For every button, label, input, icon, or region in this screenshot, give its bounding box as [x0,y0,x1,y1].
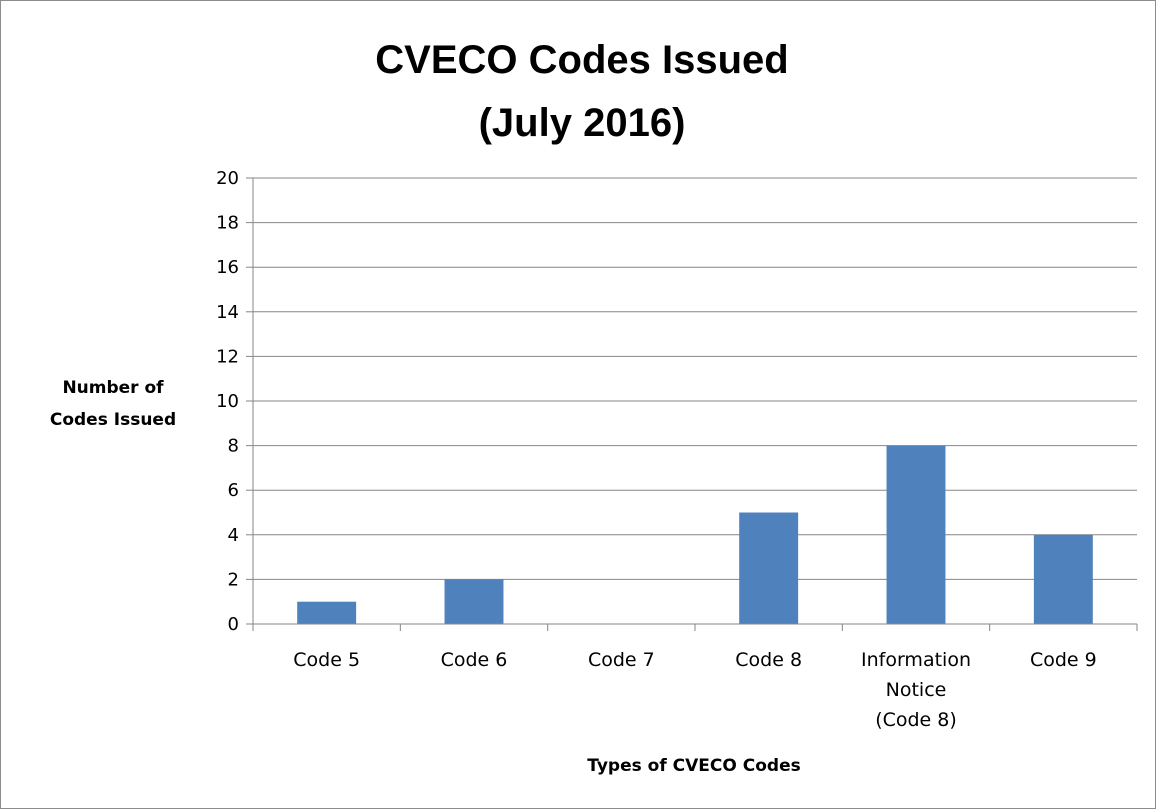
x-category-label: Code 8 [735,649,802,671]
x-category-label: Information [861,649,971,671]
bar [297,601,357,624]
y-tick-label: 4 [228,525,239,546]
bar [444,579,504,624]
y-tick-label: 20 [216,168,239,189]
x-category-label: (Code 8) [875,709,957,731]
y-tick-label: 2 [228,569,239,590]
x-axis-title: Types of CVECO Codes [587,756,800,776]
y-tick-label: 0 [228,614,239,635]
y-tick-label: 12 [216,346,239,367]
y-axis-title-line-2: Codes Issued [50,410,176,430]
x-category-label: Code 9 [1030,649,1097,671]
bars [297,445,1093,624]
y-tick-label: 14 [216,302,239,323]
x-category-label: Code 7 [588,649,655,671]
bar [739,512,799,624]
x-category-label: Notice [886,679,947,701]
y-axis-title-line-1: Number of [62,378,164,398]
chart-title-line-2: (July 2016) [479,101,686,145]
y-tick-label: 18 [216,213,239,234]
y-tick-label: 8 [228,436,239,457]
y-tick-label: 10 [216,391,239,412]
bar [886,445,946,624]
x-category-label: Code 6 [441,649,508,671]
bar [1033,534,1093,624]
x-category-labels: Code 5 Code 6 Code 7 Code 8 Information Notic… [293,649,1096,731]
gridlines [253,177,1137,580]
y-tick-label: 6 [228,480,239,501]
chart-title-line-1: CVECO Codes Issued [375,38,788,82]
y-tick-labels: 0 2 4 6 8 10 12 14 16 18 20 [216,168,239,635]
axes [246,177,1138,631]
x-category-label: Code 5 [293,649,360,671]
y-tick-label: 16 [216,257,239,278]
